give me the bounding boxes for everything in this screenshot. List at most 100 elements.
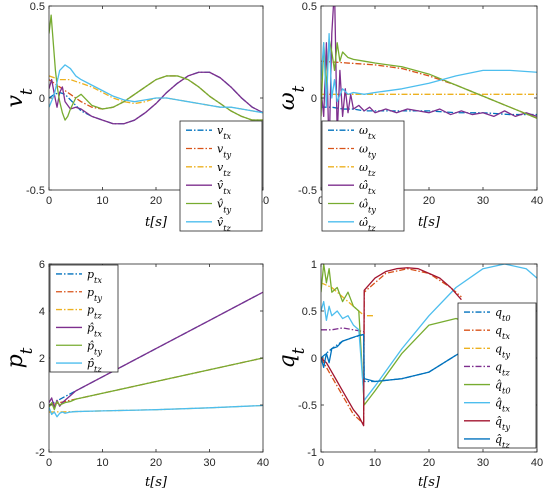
y-tick-label: 0.5 bbox=[302, 1, 317, 13]
series-line-vtz-5 bbox=[49, 64, 263, 114]
x-tick-label: 0 bbox=[46, 195, 52, 207]
legend-entry: vtx bbox=[217, 124, 232, 141]
y-tick-label: 2 bbox=[39, 353, 45, 365]
legend-entry: qtz bbox=[495, 360, 510, 377]
y-tick-label: -2 bbox=[35, 447, 45, 459]
y-axis-label: ωt bbox=[275, 85, 308, 110]
legend-entry: ωtz bbox=[359, 161, 376, 178]
x-tick-label: 20 bbox=[423, 195, 435, 207]
legend-entry: vty bbox=[217, 143, 232, 160]
legend-entry: q̂tx bbox=[495, 397, 510, 414]
legend-entry: ω̂tx bbox=[359, 179, 376, 196]
x-tick-label: 40 bbox=[531, 195, 543, 207]
legend-entry: ptx bbox=[87, 268, 102, 285]
y-tick-label: 0 bbox=[39, 93, 45, 105]
subplot-2: 010203040-0.500.5t[s]ωtωtxωtyωtzω̂txω̂ty… bbox=[275, 1, 543, 233]
subplot-1: 010203040-0.500.5t[s]vtvtxvtyvtzv̂txv̂ty… bbox=[3, 1, 269, 233]
y-axis-label: qt bbox=[275, 347, 308, 368]
x-tick-label: 40 bbox=[257, 457, 269, 469]
y-tick-label: -0.5 bbox=[298, 400, 317, 412]
x-tick-label: 0 bbox=[46, 457, 52, 469]
series-line-ptz-5 bbox=[49, 404, 263, 418]
series-line-vty-4 bbox=[49, 14, 263, 121]
series-line-vtx-3 bbox=[49, 71, 263, 125]
y-tick-label: -0.5 bbox=[26, 185, 45, 197]
legend-entry: ptz bbox=[87, 304, 102, 321]
series-line-tz-5 bbox=[321, 32, 537, 108]
x-axis-label: t[s] bbox=[145, 215, 168, 230]
x-axis-label: t[s] bbox=[145, 475, 168, 490]
legend-entry: ωtx bbox=[359, 124, 376, 141]
series-line-qt0-4 bbox=[321, 264, 462, 406]
y-tick-label: 0.5 bbox=[302, 306, 317, 318]
legend-entry: v̂ty bbox=[217, 198, 232, 215]
y-tick-label: 1 bbox=[311, 259, 317, 271]
legend-entry: qtx bbox=[495, 324, 510, 341]
series-line-qtx-5 bbox=[321, 264, 537, 401]
x-tick-label: 0 bbox=[318, 457, 324, 469]
legend-entry: vtz bbox=[217, 161, 232, 178]
legend-entry: pty bbox=[87, 286, 102, 303]
x-tick-label: 10 bbox=[96, 457, 108, 469]
series-group bbox=[49, 291, 263, 418]
series-line-qty-6 bbox=[321, 267, 462, 427]
series-line-ptx-0 bbox=[49, 291, 263, 406]
series-line-ptx-3 bbox=[49, 291, 263, 408]
legend-box bbox=[179, 120, 263, 232]
legend-entry: p̂tz bbox=[87, 357, 102, 374]
legend-entry: qty bbox=[495, 342, 510, 359]
x-tick-label: 20 bbox=[150, 457, 162, 469]
y-tick-label: 0 bbox=[311, 93, 317, 105]
legend-entry: v̂tz bbox=[217, 216, 232, 233]
y-tick-label: 0.5 bbox=[30, 1, 45, 13]
series-line-pty-4 bbox=[49, 357, 263, 411]
series-group bbox=[321, 264, 537, 427]
series-line-qtz-7 bbox=[321, 333, 462, 383]
x-tick-label: 30 bbox=[203, 457, 215, 469]
y-axis-label: pt bbox=[3, 347, 36, 368]
series-line-qtz-3 bbox=[321, 327, 365, 333]
x-tick-label: 20 bbox=[150, 195, 162, 207]
y-tick-label: -1 bbox=[307, 447, 317, 459]
legend-entry: ωty bbox=[359, 143, 376, 160]
series-line-tx-0 bbox=[321, 106, 537, 116]
x-tick-label: 0 bbox=[318, 195, 324, 207]
series-line-tx-3 bbox=[321, 6, 537, 154]
legend-entry: p̂tx bbox=[87, 321, 102, 338]
y-tick-label: -0.5 bbox=[298, 185, 317, 197]
legend-entry: q̂t0 bbox=[495, 379, 511, 396]
legend-entry: v̂tx bbox=[217, 179, 232, 196]
series-line-vtz-2 bbox=[49, 75, 263, 114]
y-tick-label: 0 bbox=[311, 353, 317, 365]
x-tick-label: 30 bbox=[477, 457, 489, 469]
legend-entry: qt0 bbox=[495, 306, 511, 323]
subplot-3: 0 10 20 30 40-20246t[s]ptptxptyptzp̂txp̂typ̂… bbox=[3, 259, 269, 490]
legend-box bbox=[49, 264, 119, 373]
series-group bbox=[321, 6, 537, 154]
y-tick-label: 0 bbox=[39, 400, 45, 412]
legend-entry: q̂ty bbox=[495, 415, 510, 432]
legend-box bbox=[457, 302, 537, 449]
x-tick-label: 30 bbox=[477, 195, 489, 207]
x-tick-label: 40 bbox=[531, 457, 543, 469]
x-axis-label: t[s] bbox=[418, 215, 441, 230]
legend-entry: ω̂tz bbox=[359, 216, 376, 233]
x-tick-label: 10 bbox=[96, 195, 108, 207]
legend-box bbox=[321, 120, 405, 232]
legend-entry: q̂tz bbox=[495, 433, 510, 450]
y-tick-label: 6 bbox=[39, 259, 45, 271]
legend-entry: ω̂ty bbox=[359, 198, 376, 215]
y-axis-label: vt bbox=[3, 88, 36, 107]
x-axis-label: t[s] bbox=[418, 475, 441, 490]
x-tick-label: 20 bbox=[423, 457, 435, 469]
y-tick-label: 4 bbox=[39, 306, 45, 318]
legend-entry: p̂ty bbox=[87, 339, 102, 356]
x-tick-label: 10 bbox=[369, 457, 381, 469]
series-group bbox=[49, 14, 263, 125]
